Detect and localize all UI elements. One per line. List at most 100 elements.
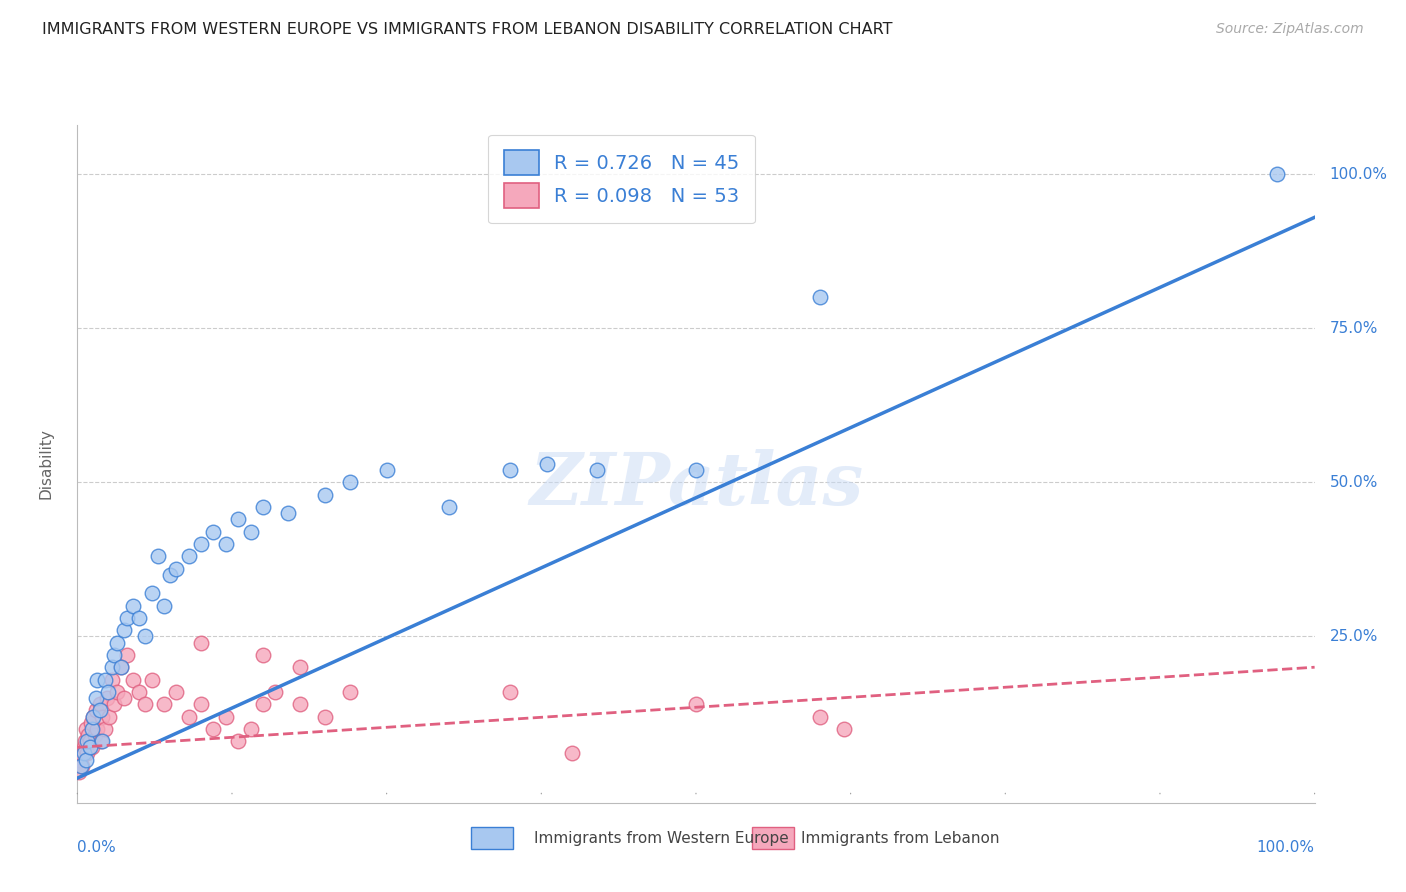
Point: [89, 697, 111, 711]
Point: [226, 734, 249, 748]
Point: [226, 512, 249, 526]
Point: [90, 734, 112, 748]
Point: [82, 722, 104, 736]
Point: [101, 660, 124, 674]
Point: [70, 747, 93, 761]
Point: [685, 697, 707, 711]
Point: [288, 697, 311, 711]
Point: [128, 685, 150, 699]
Point: [93, 722, 115, 736]
Point: [72, 759, 94, 773]
Point: [115, 648, 138, 662]
Point: [93, 673, 115, 687]
Point: [239, 524, 262, 539]
Point: [685, 463, 707, 477]
Point: [165, 561, 187, 575]
Point: [69, 753, 91, 767]
Point: [110, 660, 132, 674]
Point: [536, 457, 558, 471]
Point: [105, 635, 128, 649]
Point: [277, 506, 299, 520]
Point: [339, 685, 361, 699]
Text: 75.0%: 75.0%: [1330, 321, 1378, 335]
Point: [79, 734, 101, 748]
Point: [83, 728, 105, 742]
Point: [112, 624, 135, 638]
Point: [314, 709, 336, 723]
Point: [112, 691, 135, 706]
Point: [165, 685, 187, 699]
Point: [70, 759, 93, 773]
Point: [86, 673, 108, 687]
Point: [314, 488, 336, 502]
Point: [105, 685, 128, 699]
Point: [177, 549, 200, 564]
Point: [264, 685, 287, 699]
Point: [252, 500, 274, 514]
Legend: R = 0.726   N = 45, R = 0.098   N = 53: R = 0.726 N = 45, R = 0.098 N = 53: [488, 135, 755, 224]
Point: [82, 740, 104, 755]
Point: [96, 691, 118, 706]
Point: [252, 697, 274, 711]
Text: Source: ZipAtlas.com: Source: ZipAtlas.com: [1216, 22, 1364, 37]
Point: [72, 747, 94, 761]
Point: [499, 463, 522, 477]
Point: [128, 611, 150, 625]
Point: [103, 697, 125, 711]
Point: [141, 586, 163, 600]
Point: [153, 599, 176, 613]
Point: [177, 709, 200, 723]
Point: [110, 660, 132, 674]
Text: 0.0%: 0.0%: [77, 840, 117, 855]
Point: [77, 728, 100, 742]
Point: [202, 524, 225, 539]
Point: [122, 673, 145, 687]
Point: [190, 697, 212, 711]
Point: [82, 709, 104, 723]
Point: [146, 549, 169, 564]
Point: [134, 629, 156, 643]
Point: [72, 740, 94, 755]
Point: [586, 463, 609, 477]
Text: Disability: Disability: [39, 428, 53, 500]
Text: 50.0%: 50.0%: [1330, 475, 1378, 490]
Point: [215, 709, 238, 723]
Point: [252, 648, 274, 662]
Point: [1267, 167, 1289, 181]
Point: [288, 660, 311, 674]
Point: [834, 722, 856, 736]
Text: Immigrants from Lebanon: Immigrants from Lebanon: [801, 831, 1000, 846]
Point: [215, 537, 238, 551]
Point: [75, 753, 97, 767]
Point: [202, 722, 225, 736]
Point: [98, 709, 121, 723]
Point: [86, 722, 108, 736]
Point: [437, 500, 460, 514]
Point: [76, 747, 98, 761]
Point: [375, 463, 398, 477]
Point: [122, 599, 145, 613]
Point: [76, 734, 98, 748]
Point: [808, 290, 831, 304]
Text: IMMIGRANTS FROM WESTERN EUROPE VS IMMIGRANTS FROM LEBANON DISABILITY CORRELATION: IMMIGRANTS FROM WESTERN EUROPE VS IMMIGR…: [42, 22, 893, 37]
Text: 100.0%: 100.0%: [1257, 840, 1315, 855]
Point: [339, 475, 361, 490]
Point: [115, 611, 138, 625]
Point: [84, 691, 107, 706]
Point: [159, 567, 181, 582]
Point: [84, 703, 107, 717]
Point: [91, 709, 114, 723]
Point: [141, 673, 163, 687]
Point: [73, 734, 96, 748]
Point: [75, 722, 97, 736]
Point: [91, 734, 114, 748]
Point: [239, 722, 262, 736]
Point: [89, 703, 111, 717]
Point: [134, 697, 156, 711]
Point: [561, 747, 583, 761]
Point: [808, 709, 831, 723]
Point: [101, 673, 124, 687]
Point: [97, 685, 120, 699]
Point: [499, 685, 522, 699]
Point: [67, 764, 90, 779]
